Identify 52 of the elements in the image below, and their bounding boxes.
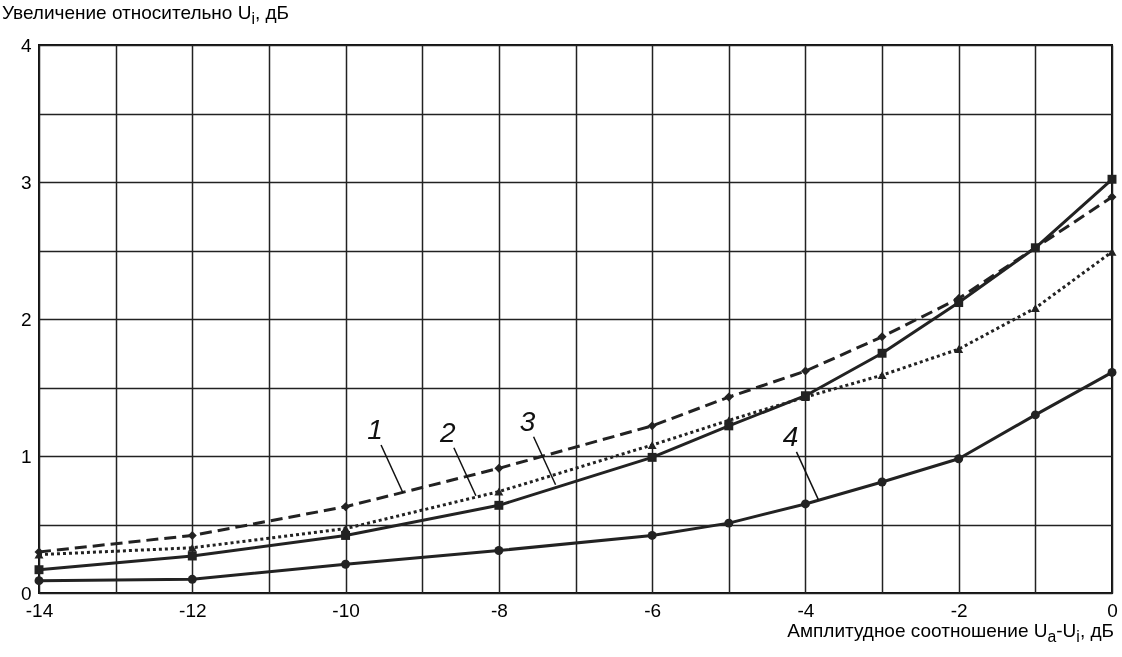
annotation: 3 [519,405,536,437]
y-tick-label: 3 [20,171,32,193]
point [647,441,657,449]
point [954,345,964,354]
x-tick-label: -2 [950,599,968,621]
point [1107,192,1117,202]
point [187,530,197,540]
point [800,366,810,376]
point [187,543,197,552]
x-tick-label: -10 [332,599,360,621]
point [1030,304,1040,312]
point [341,502,351,512]
x-tick-label: 0 [1107,599,1118,621]
annotation: 4 [782,420,799,452]
point [1107,248,1117,256]
point [1030,410,1040,420]
x-tick-label: -4 [797,599,815,621]
point [34,576,44,586]
point [341,530,351,540]
point [954,454,964,464]
point [187,574,197,584]
x-tick-label: -12 [179,599,207,621]
point [187,551,197,561]
point [724,421,734,431]
x-tick-label: -8 [490,599,508,621]
point [724,518,734,528]
annotation: 1 [367,413,383,445]
point [647,421,657,431]
y-tick-label: 2 [20,308,32,330]
point [494,546,504,555]
annotation: 2 [439,416,457,448]
y-tick-label: 1 [20,445,32,467]
x-tick-label: -6 [644,599,662,621]
point [647,452,657,462]
point [877,477,887,487]
point [647,531,657,540]
point [877,348,887,358]
point [877,332,887,342]
point [494,463,504,473]
point [341,559,351,569]
y-tick-label: 4 [20,34,32,56]
y-axis-title: Увеличение относительно U$_{i}$, дБ [2,2,290,28]
point [1107,367,1117,377]
point [954,298,964,308]
point [877,371,887,380]
point [34,565,44,575]
point [724,392,734,402]
point [800,499,810,509]
point [1030,243,1040,253]
point [494,500,504,510]
point [1107,174,1117,184]
x-axis-title: Амплитудное соотношение U$_{a}$-U$_{i}$, дБ [787,620,1114,646]
